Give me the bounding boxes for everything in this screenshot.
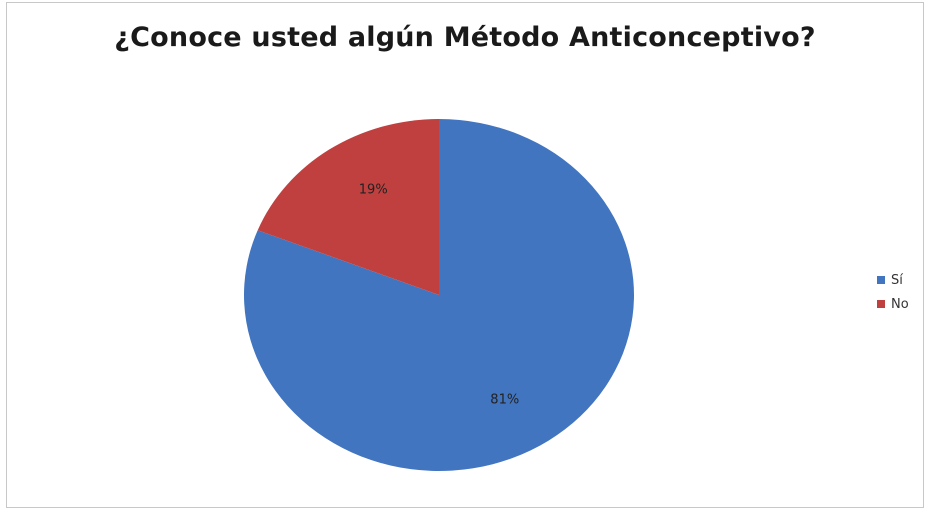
pie-data-labels: 81% 19% <box>359 183 519 408</box>
pie-slices <box>243 119 634 472</box>
legend-item-si: Sí <box>877 270 909 290</box>
pie-slice-si <box>243 119 634 472</box>
chart-title: ¿Conoce usted algún Método Anticonceptiv… <box>114 22 816 53</box>
data-label-si: 81% <box>490 392 519 407</box>
legend-item-no: No <box>877 294 909 314</box>
legend-swatch-no <box>877 300 885 308</box>
legend-label-no: No <box>891 296 909 312</box>
legend-label-si: Sí <box>891 272 903 288</box>
data-label-no: 19% <box>359 183 388 198</box>
legend-swatch-si <box>877 276 885 284</box>
pie-slice-no <box>257 119 439 295</box>
legend: Sí No <box>877 270 909 318</box>
